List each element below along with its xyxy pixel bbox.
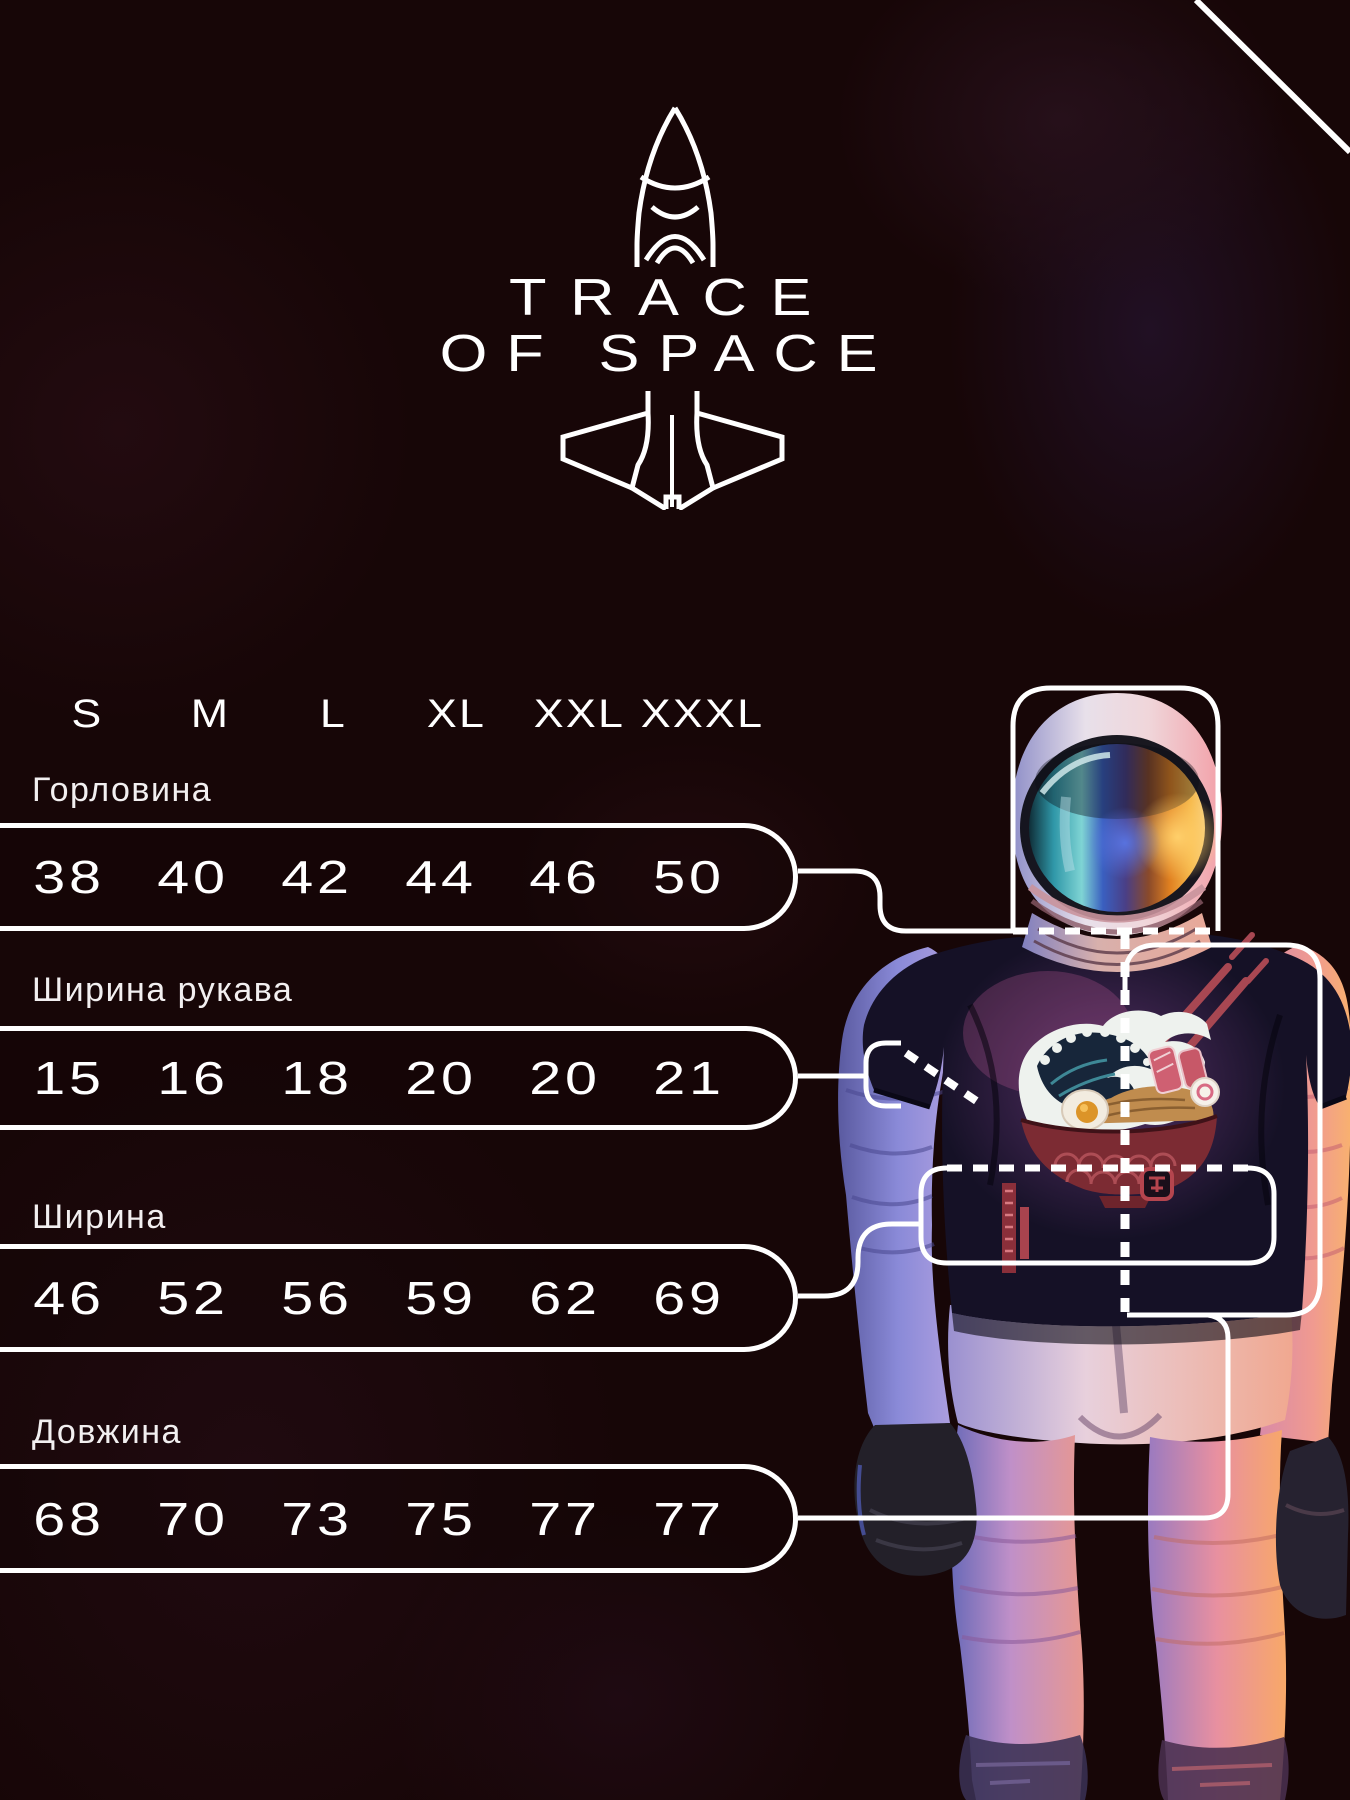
- value-cell: 73: [281, 1492, 353, 1545]
- value-cell: 42: [281, 851, 353, 903]
- value-cell: 40: [157, 851, 229, 903]
- size-col-m: M: [190, 692, 231, 736]
- row-label-width: Ширина: [32, 1198, 167, 1236]
- value-cell: 46: [33, 1272, 105, 1324]
- value-cell: 50: [653, 851, 725, 903]
- value-cell: 77: [653, 1492, 725, 1545]
- astronaut-right-leg: [1148, 1430, 1287, 1800]
- size-col-s: S: [71, 692, 104, 736]
- value-cell: 15: [33, 1052, 105, 1104]
- spaceship-icon: [560, 391, 785, 510]
- astronaut-left-glove: [854, 1423, 977, 1576]
- size-col-xxxl: XXXL: [640, 692, 765, 736]
- value-cell: 68: [33, 1492, 105, 1545]
- value-cell: 21: [653, 1052, 725, 1104]
- value-cell: 16: [157, 1052, 229, 1104]
- value-cell: 44: [405, 851, 477, 903]
- value-cell: 20: [405, 1052, 477, 1104]
- astronaut-left-boot: [959, 1735, 1088, 1800]
- logo-word-of-space: OF SPACE: [439, 325, 897, 383]
- value-cell: 46: [529, 851, 601, 903]
- print-stamp: [1140, 1167, 1174, 1201]
- value-cell: 18: [281, 1052, 353, 1104]
- row-values-length: 68 70 73 75 77 77: [0, 1464, 798, 1573]
- size-col-xxl: XXL: [533, 692, 626, 736]
- value-cell: 75: [405, 1492, 477, 1545]
- value-cell: 70: [157, 1492, 229, 1545]
- logo-word-trace: TRACE: [509, 269, 835, 327]
- corner-diagonal-line: [1193, 0, 1350, 155]
- row-label-sleeve-width: Ширина рукава: [32, 971, 294, 1009]
- value-cell: 69: [653, 1272, 725, 1324]
- value-cell: 20: [529, 1052, 601, 1104]
- row-values-sleeve-width: 15 16 18 20 20 21: [0, 1026, 798, 1130]
- size-col-l: L: [319, 692, 348, 736]
- astronaut-image: [838, 693, 1350, 1800]
- row-label-length: Довжина: [32, 1413, 182, 1451]
- row-values-width: 46 52 56 59 62 69: [0, 1244, 798, 1352]
- row-values-neckline: 38 40 42 44 46 50: [0, 823, 798, 931]
- size-header-row: S M L XL XXL XXXL: [26, 692, 764, 737]
- size-col-xl: XL: [426, 692, 487, 736]
- value-cell: 38: [33, 851, 105, 903]
- row-label-neckline: Горловина: [32, 771, 213, 809]
- value-cell: 62: [529, 1272, 601, 1324]
- value-cell: 56: [281, 1272, 353, 1324]
- astronaut-right-glove: [1275, 1437, 1349, 1619]
- value-cell: 59: [405, 1272, 477, 1324]
- value-cell: 77: [529, 1492, 601, 1545]
- rocket-nose-icon: [634, 106, 716, 267]
- value-cell: 52: [157, 1272, 229, 1324]
